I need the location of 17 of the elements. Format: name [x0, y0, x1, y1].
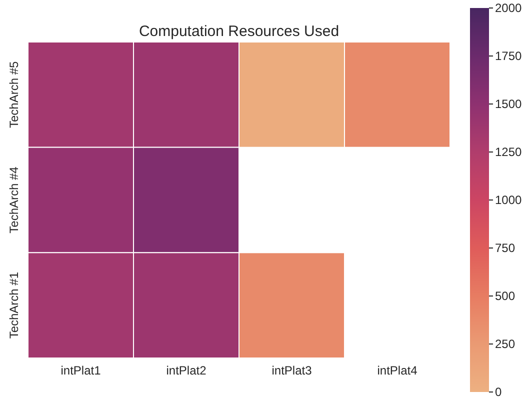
- color-bar-label: 750: [495, 240, 516, 255]
- y-tick-label: TechArch #5: [7, 60, 21, 128]
- color-bar-label: 1500: [495, 96, 522, 111]
- color-bar-label: 250: [495, 336, 516, 351]
- color-bar-label: 2000: [495, 0, 522, 15]
- x-tick-label: intPlat4: [377, 364, 418, 378]
- chart-title: Computation Resources Used: [138, 23, 340, 40]
- color-bar-label: 1250: [495, 144, 522, 159]
- y-tick-label: TechArch #4: [7, 166, 21, 234]
- x-tick-label: intPlat3: [272, 364, 312, 378]
- x-tick-label: intPlat1: [60, 364, 102, 378]
- color-bar-label: 500: [495, 288, 516, 303]
- color-bar-label: 1750: [495, 48, 522, 63]
- y-tick-label: TechArch #1: [7, 272, 21, 339]
- color-bar-label: 1000: [495, 192, 522, 207]
- x-tick-label: intPlat2: [166, 364, 207, 378]
- color-bar-label: 0: [495, 384, 502, 399]
